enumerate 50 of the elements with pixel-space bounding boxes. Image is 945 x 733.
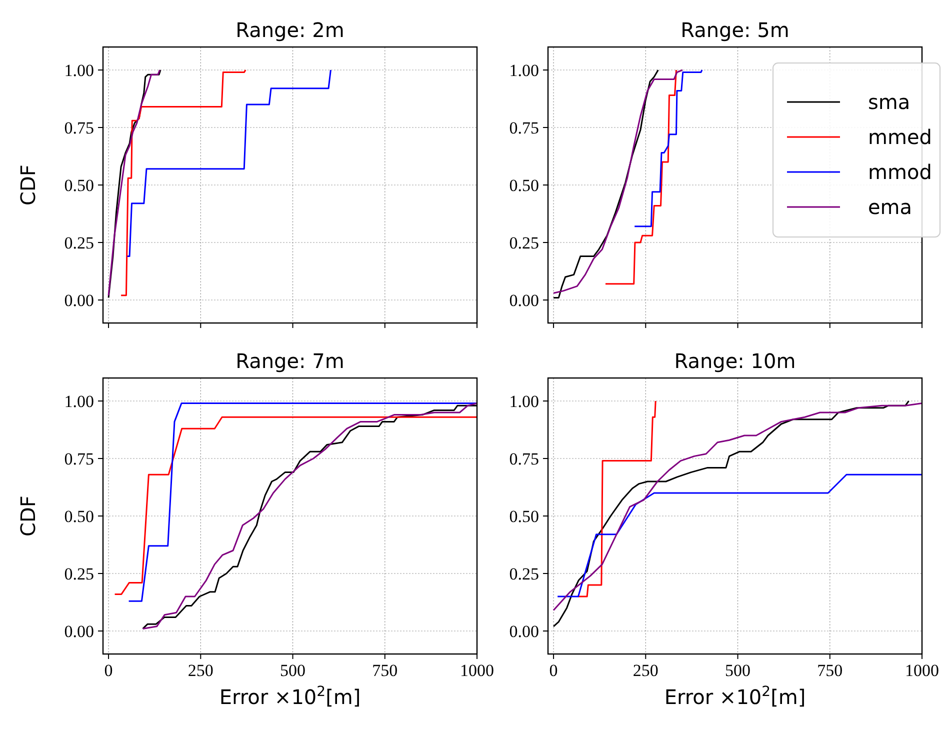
line-series (577, 400, 656, 598)
x-axis-title: Error ×10$^{2}$[m] (219, 684, 361, 709)
chart-title: Range: 2m (236, 18, 344, 42)
x-tick-label: 250 (632, 661, 658, 680)
chart-title: Range: 10m (674, 349, 796, 373)
x-tick-label: 750 (817, 661, 843, 680)
y-tick-label: 0.75 (509, 118, 539, 138)
x-tick-label: 1000 (460, 661, 494, 680)
x-tick-label: 1000 (905, 661, 939, 680)
y-tick-label: 1.00 (64, 392, 94, 411)
y-tick-label: 0.00 (64, 290, 94, 310)
line-series (552, 69, 659, 298)
y-axis-title: CDF (16, 496, 40, 536)
x-tick-label: 250 (188, 661, 214, 680)
y-tick-label: 1.00 (509, 60, 539, 80)
y-tick-label: 0.50 (509, 506, 539, 526)
line-series (634, 69, 703, 228)
y-tick-label: 0.25 (509, 233, 539, 252)
y-tick-label: 0.25 (509, 564, 539, 584)
x-tick-label: 750 (372, 661, 398, 680)
y-tick-label: 1.00 (509, 392, 539, 411)
y-tick-label: 0.00 (509, 290, 539, 310)
legend-label: sma (868, 90, 910, 114)
y-tick-label: 0.50 (64, 176, 94, 195)
line-series (604, 69, 677, 285)
x-axis-title: Error ×10$^{2}$[m] (664, 684, 806, 709)
x-tick-label: 500 (725, 661, 751, 680)
legend-label: mmed (868, 125, 932, 149)
y-tick-label: 0.50 (509, 176, 539, 195)
y-tick-label: 0.75 (509, 449, 539, 468)
y-tick-label: 0.00 (64, 622, 94, 641)
chart-title: Range: 5m (680, 18, 790, 42)
y-tick-label: 1.00 (64, 60, 94, 80)
line-series (120, 69, 246, 296)
legend-label: mmod (868, 160, 932, 184)
chart-title: Range: 7m (236, 349, 344, 373)
x-tick-label: 0 (104, 661, 113, 680)
y-tick-label: 0.75 (64, 118, 94, 138)
y-tick-label: 0.25 (64, 233, 94, 252)
y-tick-label: 0.50 (64, 506, 94, 526)
line-series (126, 69, 332, 258)
x-tick-label: 0 (549, 661, 558, 680)
x-tick-label: 500 (280, 661, 306, 680)
y-axis-title: CDF (16, 164, 40, 206)
y-tick-label: 0.25 (64, 564, 94, 584)
line-series (556, 474, 923, 598)
line-series (552, 69, 684, 294)
y-tick-label: 0.75 (64, 449, 94, 468)
y-tick-label: 0.00 (509, 622, 539, 641)
legend-label: ema (868, 195, 912, 219)
